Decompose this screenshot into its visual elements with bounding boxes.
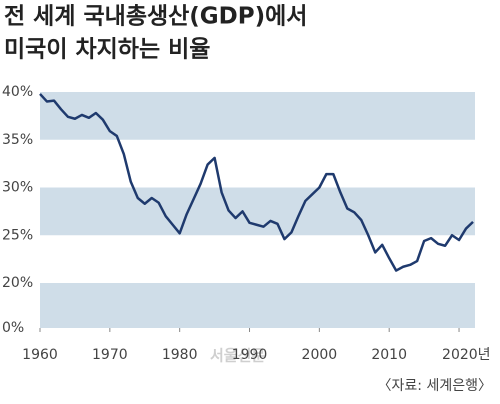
y-tick-label: 40% [2,84,33,100]
source: 〈자료: 세계은행〉 [378,378,492,394]
x-tick-label: 1970 [92,347,128,363]
chart-title: 미국이 차지하는 비율 [4,37,210,63]
x-tick-label: 2020년 [442,347,491,363]
y-tick-label: 0% [2,320,24,336]
x-tick-label: 2000 [302,347,338,363]
x-tick-label: 1990 [232,347,268,363]
shaded-band [40,187,475,236]
x-tick-label: 2010 [371,347,407,363]
y-tick-label: 35% [2,132,33,148]
shaded-band [40,92,475,140]
watermark: 서울신문 [210,347,265,365]
shaded-band [40,283,475,328]
x-tick-label: 1960 [22,347,58,363]
chart-title: 전 세계 국내총생산(GDP)에서 [4,4,307,30]
y-tick-label: 30% [2,180,33,196]
y-tick-label: 25% [2,227,33,243]
x-tick-label: 1980 [162,347,198,363]
y-tick-label: 20% [2,275,33,291]
line-series [39,93,474,272]
